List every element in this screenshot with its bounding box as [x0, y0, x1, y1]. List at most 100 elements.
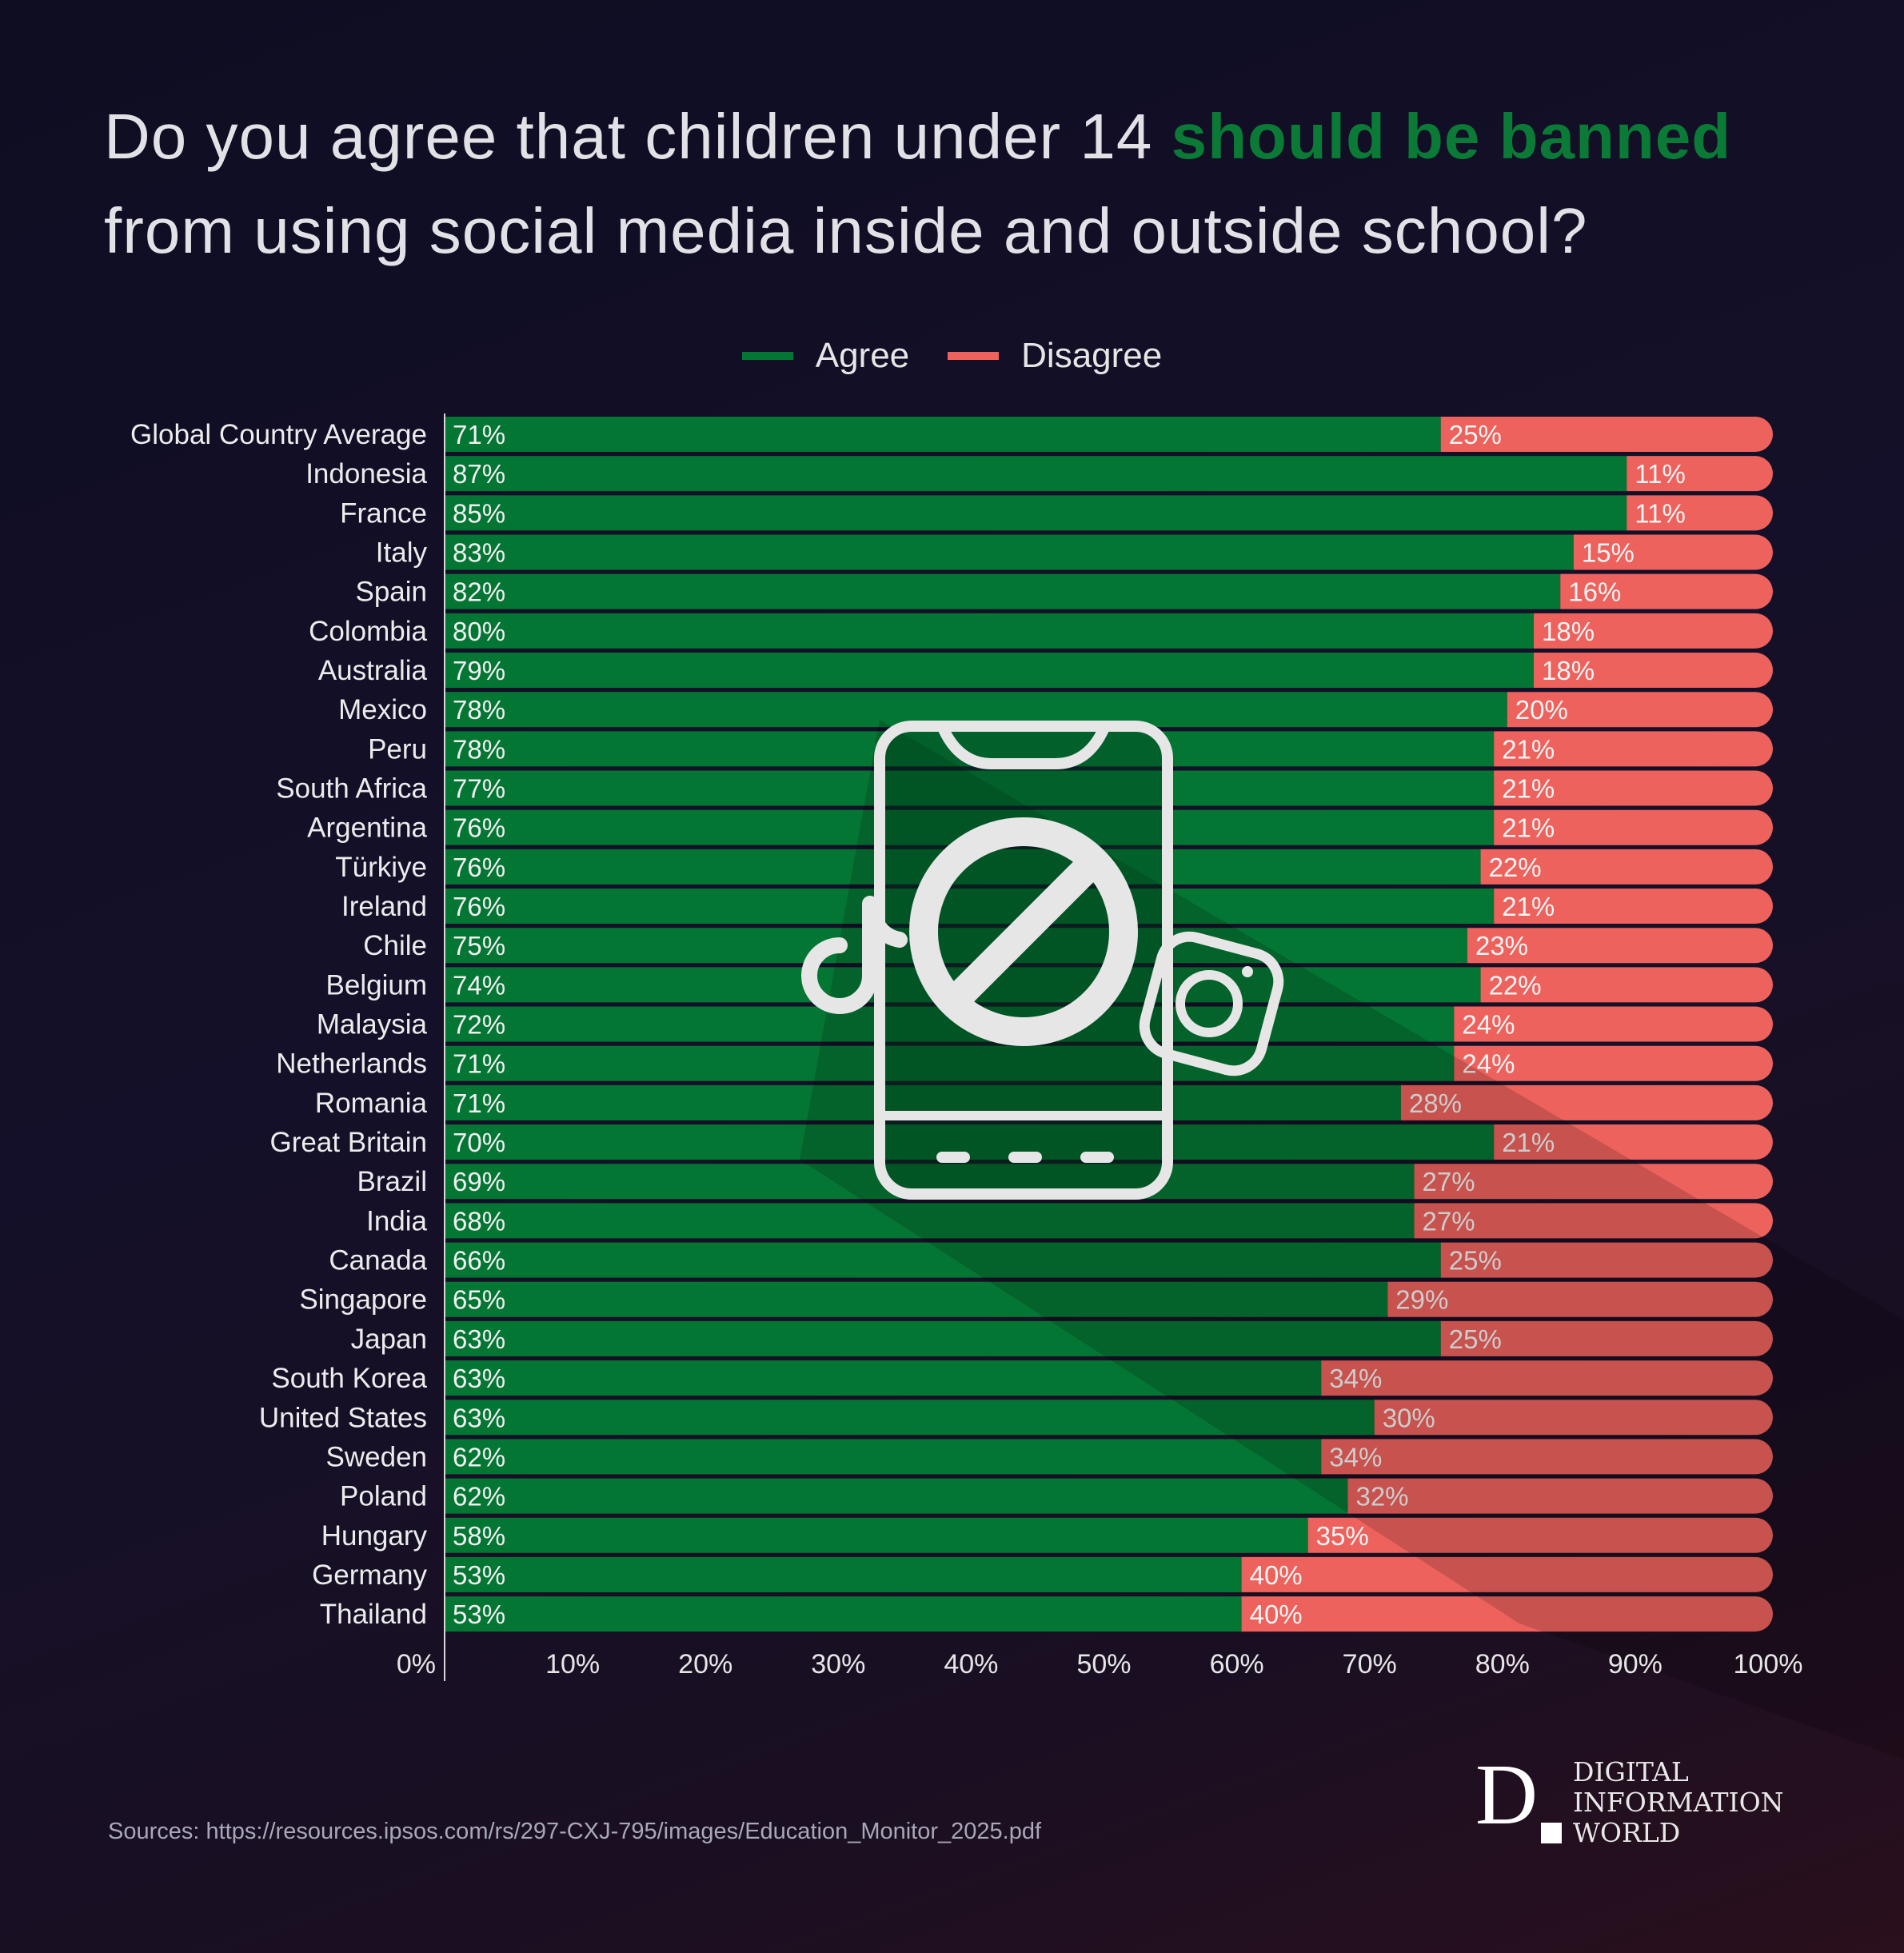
agree-value-label: 65%	[453, 1285, 505, 1315]
bar-disagree	[1467, 928, 1773, 964]
bar-disagree	[1560, 573, 1773, 609]
bar-agree	[445, 1124, 1495, 1160]
source-note: Sources: https://resources.ipsos.com/rs/…	[108, 1819, 1042, 1844]
agree-value-label: 78%	[453, 695, 505, 725]
bar-agree	[445, 1045, 1455, 1081]
bar-agree	[445, 1478, 1348, 1514]
x-tick-label: 70%	[1343, 1649, 1397, 1679]
bar-agree	[445, 573, 1561, 609]
category-label: France	[340, 497, 427, 529]
instagram-lens-icon	[1176, 970, 1243, 1037]
x-tick-label: 40%	[944, 1649, 998, 1679]
x-tick-label: 50%	[1076, 1649, 1131, 1679]
bar-disagree	[1374, 1400, 1773, 1436]
bar-disagree	[1400, 1084, 1773, 1120]
agree-value-label: 79%	[453, 656, 505, 685]
agree-value-label: 66%	[453, 1246, 505, 1276]
bar-disagree	[1494, 731, 1773, 767]
agree-value-label: 82%	[453, 577, 505, 607]
category-label: South Korea	[271, 1363, 427, 1394]
disagree-value-label: 22%	[1489, 853, 1542, 882]
bar-disagree	[1480, 967, 1773, 1003]
disagree-value-label: 18%	[1542, 617, 1595, 646]
prohibited-circle-icon	[909, 817, 1138, 1046]
disagree-value-label: 28%	[1409, 1088, 1462, 1118]
x-tick-label: 10%	[545, 1649, 600, 1679]
agree-value-label: 63%	[453, 1324, 505, 1354]
title-part1: Do you agree that children under 14	[104, 101, 1172, 172]
bar-agree	[445, 417, 1441, 452]
bar-disagree	[1347, 1478, 1773, 1514]
bar-agree	[445, 456, 1627, 492]
bar-agree	[445, 534, 1574, 570]
category-label: Sweden	[326, 1441, 427, 1472]
disagree-value-label: 15%	[1582, 538, 1635, 568]
bar-agree	[445, 1203, 1415, 1239]
legend-swatch-disagree	[948, 352, 1000, 360]
logo-square	[1541, 1823, 1562, 1843]
category-label: Thailand	[320, 1599, 427, 1630]
bar-agree	[445, 1320, 1441, 1356]
category-label: Australia	[318, 655, 428, 686]
bar-agree	[445, 1556, 1242, 1592]
category-label: Türkiye	[335, 852, 427, 883]
bar-disagree	[1534, 613, 1773, 649]
bar-disagree	[1534, 653, 1773, 689]
category-label: Singapore	[299, 1284, 427, 1316]
disagree-value-label: 40%	[1250, 1600, 1303, 1629]
bar-disagree	[1494, 1124, 1773, 1160]
title-highlight: should be banned	[1171, 101, 1732, 172]
agree-value-label: 58%	[453, 1521, 505, 1551]
category-label: Great Britain	[270, 1127, 427, 1158]
category-label: Germany	[312, 1560, 427, 1591]
agree-value-label: 69%	[453, 1167, 505, 1196]
x-tick-label: 0%	[397, 1649, 436, 1679]
category-label: Global Country Average	[130, 419, 427, 450]
category-label: Brazil	[357, 1166, 427, 1197]
disagree-value-label: 11%	[1635, 459, 1686, 489]
bar-disagree	[1241, 1596, 1773, 1632]
x-tick-label: 30%	[811, 1649, 865, 1679]
bar-disagree	[1321, 1439, 1773, 1475]
category-label: South Africa	[276, 773, 427, 805]
bar-agree	[445, 495, 1627, 531]
agree-value-label: 80%	[453, 617, 505, 646]
bar-agree	[445, 653, 1535, 689]
category-label: Colombia	[309, 616, 427, 647]
agree-value-label: 63%	[453, 1403, 505, 1432]
logo-text: DIGITAL INFORMATION WORLD	[1573, 1757, 1784, 1848]
disagree-value-label: 21%	[1502, 734, 1555, 764]
disagree-value-label: 27%	[1423, 1167, 1475, 1196]
x-tick-label: 90%	[1608, 1649, 1663, 1679]
agree-value-label: 83%	[453, 538, 505, 568]
bar-disagree	[1494, 809, 1773, 845]
x-tick-label: 100%	[1734, 1649, 1803, 1679]
legend-swatch-agree	[741, 352, 793, 360]
disagree-value-label: 34%	[1329, 1442, 1382, 1472]
bar-agree	[445, 1242, 1441, 1278]
title-part2: from using social media inside and outsi…	[104, 195, 1588, 266]
disagree-value-label: 30%	[1383, 1403, 1435, 1432]
disagree-value-label: 29%	[1395, 1285, 1448, 1315]
agree-value-label: 71%	[453, 1088, 505, 1118]
bar-agree	[445, 889, 1495, 925]
bar-disagree	[1507, 692, 1773, 728]
category-label: Netherlands	[276, 1048, 427, 1080]
disagree-value-label: 25%	[1449, 1246, 1502, 1276]
agree-value-label: 70%	[453, 1128, 505, 1157]
bar-disagree	[1627, 456, 1773, 492]
bar-disagree	[1480, 849, 1773, 885]
bar-disagree	[1454, 1045, 1773, 1081]
x-tick-label: 80%	[1475, 1649, 1530, 1679]
category-label: Japan	[351, 1324, 427, 1355]
disagree-value-label: 34%	[1329, 1364, 1382, 1393]
bar-agree	[445, 1281, 1388, 1317]
prohibited-slash-icon	[944, 853, 1103, 1011]
instagram-icon	[1139, 931, 1284, 1076]
disagree-value-label: 25%	[1449, 420, 1502, 449]
logo-line-3: WORLD	[1573, 1817, 1681, 1848]
bar-agree	[445, 1517, 1308, 1553]
agree-value-label: 62%	[453, 1442, 505, 1472]
disagree-value-label: 22%	[1489, 970, 1542, 1000]
bar-disagree	[1307, 1517, 1773, 1553]
